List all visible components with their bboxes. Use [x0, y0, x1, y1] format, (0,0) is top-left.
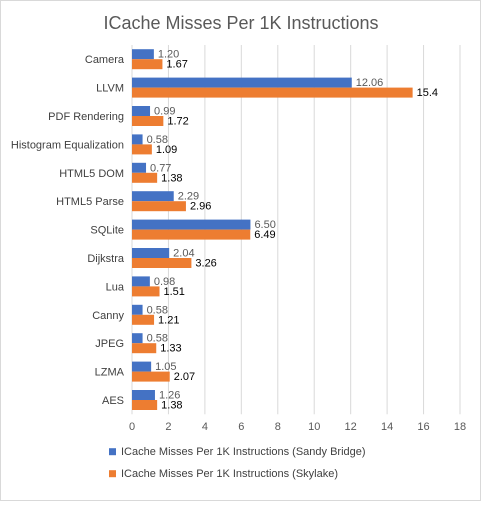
- bar-skylake: [132, 116, 164, 126]
- bars: [132, 49, 413, 410]
- bar-sandy-bridge: [132, 191, 174, 202]
- data-label: 2.29: [178, 191, 199, 203]
- category-label: HTML5 DOM: [59, 168, 124, 180]
- bar-sandy-bridge: [132, 162, 147, 173]
- data-label: 2.96: [190, 201, 211, 213]
- gridlines: [131, 45, 461, 415]
- bar-skylake: [132, 314, 155, 325]
- x-tick-label: 0: [129, 421, 135, 433]
- bar-sandy-bridge: [132, 134, 143, 145]
- bar-skylake: [132, 258, 192, 268]
- category-label: AES: [102, 395, 124, 407]
- bar-sandy-bridge: [132, 333, 143, 344]
- bar-skylake: [132, 172, 158, 183]
- x-tick-label: 10: [308, 421, 320, 433]
- category-label: LZMA: [95, 367, 125, 379]
- data-label: 1.09: [156, 144, 177, 156]
- bar-skylake: [132, 371, 170, 382]
- category-label: LLVM: [96, 83, 124, 95]
- data-label: 1.38: [161, 400, 182, 412]
- data-label: 1.38: [161, 172, 182, 184]
- legend-label: ICache Misses Per 1K Instructions (Skyla…: [121, 468, 338, 480]
- data-label: 1.05: [155, 361, 176, 373]
- data-label: 0.98: [154, 276, 175, 288]
- bar-skylake: [132, 343, 157, 354]
- x-tick-label: 2: [165, 421, 171, 433]
- bar-skylake: [132, 144, 152, 155]
- category-labels: Camera LLVM PDF Rendering Histogram Equaliz…: [11, 54, 125, 407]
- bar-sandy-bridge: [132, 248, 170, 258]
- data-label: 1.51: [164, 286, 185, 298]
- data-label: 1.20: [158, 49, 179, 61]
- category-label: Camera: [85, 54, 125, 66]
- data-label: 0.99: [154, 106, 175, 118]
- bar-skylake: [132, 400, 158, 410]
- data-label: 6.49: [254, 229, 275, 241]
- data-label: 0.77: [150, 162, 171, 174]
- data-label: 1.21: [158, 314, 179, 326]
- data-label: 6.50: [254, 219, 275, 231]
- data-label: 0.58: [147, 333, 168, 345]
- category-label: JPEG: [95, 338, 124, 350]
- chart-title: ICache Misses Per 1K Instructions: [103, 13, 378, 33]
- bar-sandy-bridge: [132, 276, 150, 287]
- data-label: 1.72: [167, 116, 188, 128]
- bar-sandy-bridge: [132, 361, 152, 372]
- bar-skylake: [132, 59, 163, 70]
- x-tick-label: 12: [345, 421, 357, 433]
- data-label: 1.67: [166, 59, 187, 71]
- bar-skylake: [132, 87, 413, 98]
- bar-sandy-bridge: [132, 49, 154, 60]
- x-tick-label: 4: [202, 421, 208, 433]
- category-label: Dijkstra: [87, 253, 125, 265]
- data-labels: 1.201.6712.0615.40.991.720.581.090.771.3…: [147, 49, 438, 412]
- bar-skylake: [132, 229, 251, 240]
- data-label: 3.26: [195, 258, 216, 270]
- x-tick-label: 6: [238, 421, 244, 433]
- bar-sandy-bridge: [132, 304, 143, 315]
- x-tick-label: 18: [454, 421, 466, 433]
- x-axis-tick-labels: 0 2 4 6 8 10 12 14 16 18: [129, 421, 466, 433]
- bar-sandy-bridge: [132, 390, 155, 400]
- x-tick-label: 16: [417, 421, 429, 433]
- data-label: 12.06: [356, 77, 384, 89]
- legend-swatch: [109, 470, 116, 478]
- data-label: 1.26: [159, 390, 180, 402]
- bar-skylake: [132, 201, 186, 212]
- x-tick-label: 8: [275, 421, 281, 433]
- bar-sandy-bridge: [132, 219, 251, 230]
- legend: ICache Misses Per 1K Instructions (Sandy…: [109, 446, 366, 480]
- data-label: 0.58: [147, 304, 168, 316]
- data-label: 0.58: [147, 134, 168, 146]
- category-label: Histogram Equalization: [11, 139, 124, 151]
- data-label: 2.07: [174, 371, 195, 383]
- legend-label: ICache Misses Per 1K Instructions (Sandy…: [121, 446, 366, 458]
- category-label: SQLite: [90, 225, 124, 237]
- data-label: 1.33: [160, 343, 181, 355]
- legend-swatch: [109, 448, 116, 456]
- category-label: HTML5 Parse: [56, 196, 124, 208]
- category-label: Canny: [92, 310, 124, 322]
- x-tick-label: 14: [381, 421, 393, 433]
- bar-skylake: [132, 286, 160, 297]
- data-label: 2.04: [173, 248, 194, 260]
- bar-sandy-bridge: [132, 77, 352, 88]
- category-label: PDF Rendering: [48, 111, 124, 123]
- bar-sandy-bridge: [132, 106, 151, 116]
- category-label: Lua: [106, 281, 125, 293]
- data-label: 15.4: [417, 87, 438, 99]
